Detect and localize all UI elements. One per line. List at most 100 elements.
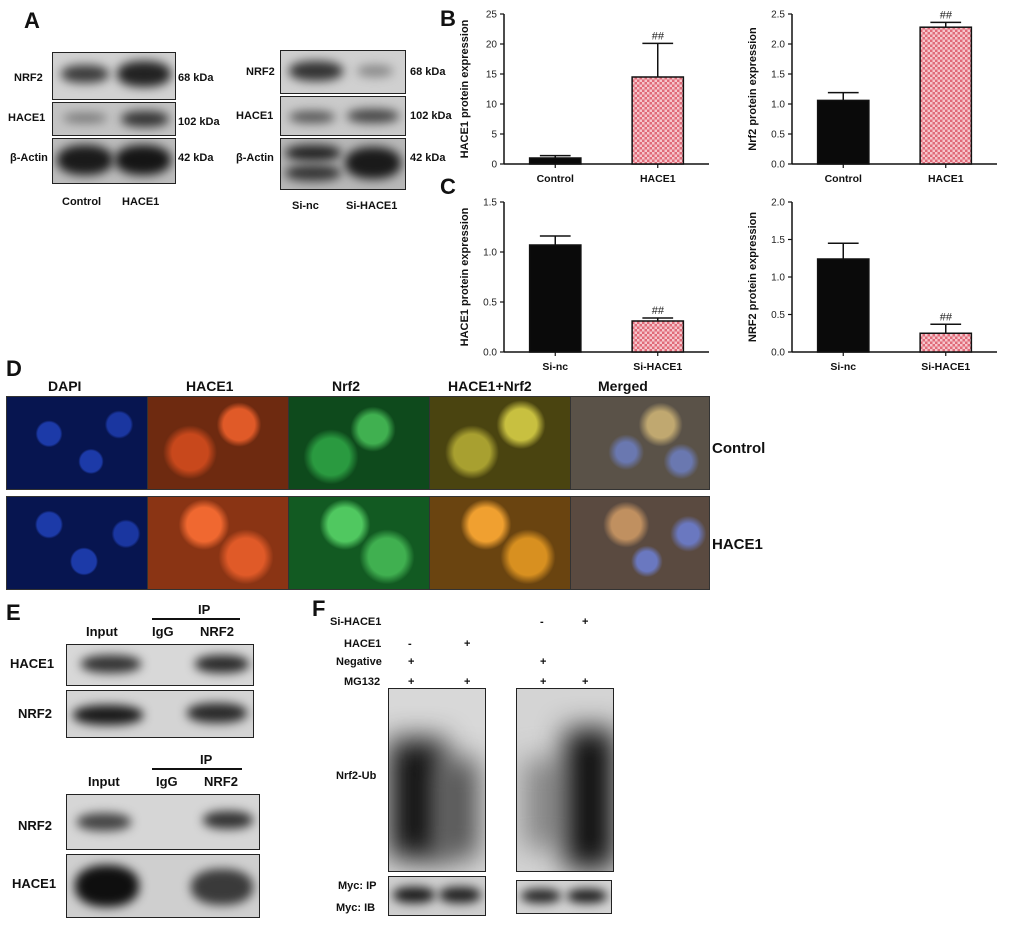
micrograph-nrf2-hace1	[288, 496, 430, 590]
ubiquitination-blot-right	[516, 688, 614, 872]
bar-si-hace1	[919, 332, 973, 353]
kda-label: 102 kDa	[178, 116, 220, 128]
micrograph-nrf2-control	[288, 396, 430, 490]
western-blot-band-nrf2	[280, 50, 406, 94]
blot-row-label: β-Actin	[236, 152, 274, 164]
western-blot-band-nrf2	[52, 52, 176, 100]
y-tick-label: 25	[486, 10, 498, 21]
y-tick-label: 0.0	[483, 348, 497, 359]
blot-row-label: HACE1	[8, 112, 46, 124]
y-tick-label: 0.5	[483, 298, 497, 309]
y-axis-label: HACE1 protein expression	[459, 19, 471, 158]
y-tick-label: 5	[491, 130, 497, 141]
blot-row-label: HACE1	[10, 656, 55, 671]
condition-mark: +	[408, 656, 415, 668]
bar-control	[816, 99, 870, 165]
x-tick-label: Si-HACE1	[921, 361, 970, 373]
y-tick-label: 2.0	[771, 40, 785, 51]
condition-label: Negative	[336, 656, 382, 668]
y-tick-label: 10	[486, 100, 498, 111]
blot-row-label: β-Actin	[10, 152, 48, 164]
y-axis-label: NRF2 protein expression	[747, 212, 759, 342]
micrograph-merged-hace1	[570, 496, 710, 590]
micrograph-dapi-control	[6, 396, 148, 490]
co-ip-blot	[66, 644, 254, 686]
condition-mark: +	[582, 616, 589, 628]
micrograph-hace1-control	[147, 396, 289, 490]
co-ip-blot	[66, 854, 260, 918]
lane-label: IgG	[156, 774, 178, 789]
column-title: HACE1	[186, 378, 234, 394]
micrograph-overlay-hace1	[429, 496, 571, 590]
ip-bracket-line	[152, 768, 242, 770]
condition-label: Si-HACE1	[330, 616, 382, 628]
myc-ib-label: Myc: IB	[336, 902, 376, 914]
ip-label: IP	[198, 602, 211, 617]
myc-blot-right	[516, 880, 612, 914]
y-axis-label: Nrf2 protein expression	[747, 27, 759, 151]
ip-bracket-line	[152, 618, 240, 620]
bar-control	[528, 157, 582, 165]
condition-mark: +	[408, 676, 415, 688]
condition-mark: +	[540, 676, 547, 688]
column-title: Nrf2	[332, 378, 361, 394]
micrograph-hace1-hace1	[147, 496, 289, 590]
lane-label: NRF2	[204, 774, 238, 789]
western-blot-band-actin	[52, 138, 176, 184]
micrograph-overlay-control	[429, 396, 571, 490]
y-tick-label: 1.0	[771, 273, 785, 284]
lane-label: HACE1	[122, 196, 160, 208]
y-tick-label: 15	[486, 70, 498, 81]
panel-letter-b: B	[440, 6, 456, 31]
blot-row-label: HACE1	[12, 876, 57, 891]
y-tick-label: 1.5	[771, 235, 785, 246]
lane-label: Input	[86, 624, 118, 639]
ubiquitination-blot-left	[388, 688, 486, 872]
kda-label: 42 kDa	[178, 152, 214, 164]
x-tick-label: HACE1	[928, 173, 964, 185]
column-title: DAPI	[48, 378, 82, 394]
y-tick-label: 1.0	[771, 100, 785, 111]
y-tick-label: 2.0	[771, 198, 785, 209]
column-title: HACE1+Nrf2	[448, 378, 532, 394]
western-blot-band-actin	[280, 138, 406, 190]
myc-ip-label: Myc: IP	[338, 880, 377, 892]
blot-row-label: NRF2	[14, 72, 43, 84]
blot-row-label: HACE1	[236, 110, 274, 122]
condition-mark: -	[540, 616, 544, 628]
condition-mark: +	[540, 656, 547, 668]
y-tick-label: 0.0	[771, 160, 785, 171]
kda-label: 68 kDa	[178, 72, 214, 84]
lane-label: NRF2	[200, 624, 234, 639]
myc-blot-left	[388, 876, 486, 916]
x-tick-label: Control	[537, 173, 574, 185]
ip-label: IP	[200, 752, 213, 767]
micrograph-merged-control	[570, 396, 710, 490]
bar-si-nc	[528, 244, 582, 353]
bar-si-hace1	[631, 320, 685, 353]
condition-label: MG132	[344, 676, 381, 688]
condition-mark: +	[464, 676, 471, 688]
x-tick-label: Si-nc	[542, 361, 568, 373]
row-label: Control	[712, 440, 766, 457]
panel-letter-f: F	[312, 596, 326, 621]
kda-label: 102 kDa	[410, 110, 452, 122]
y-tick-label: 2.5	[771, 10, 785, 21]
significance-marker: ##	[940, 9, 953, 21]
co-ip-blot	[66, 690, 254, 738]
condition-mark: +	[464, 638, 471, 650]
western-blot-band-hace1	[52, 102, 176, 136]
y-tick-label: 0.5	[771, 130, 785, 141]
x-tick-label: HACE1	[640, 173, 676, 185]
significance-marker: ##	[652, 30, 665, 42]
column-title: Merged	[598, 378, 648, 394]
lane-label: IgG	[152, 624, 174, 639]
y-tick-label: 0	[491, 160, 497, 171]
panel-letter-e: E	[6, 600, 21, 625]
row-label: HACE1	[712, 536, 763, 553]
western-blot-band-hace1	[280, 96, 406, 136]
lane-label: Control	[62, 196, 102, 208]
blot-row-label: NRF2	[18, 706, 52, 721]
y-tick-label: 1.5	[483, 198, 497, 209]
y-tick-label: 0.5	[771, 310, 785, 321]
